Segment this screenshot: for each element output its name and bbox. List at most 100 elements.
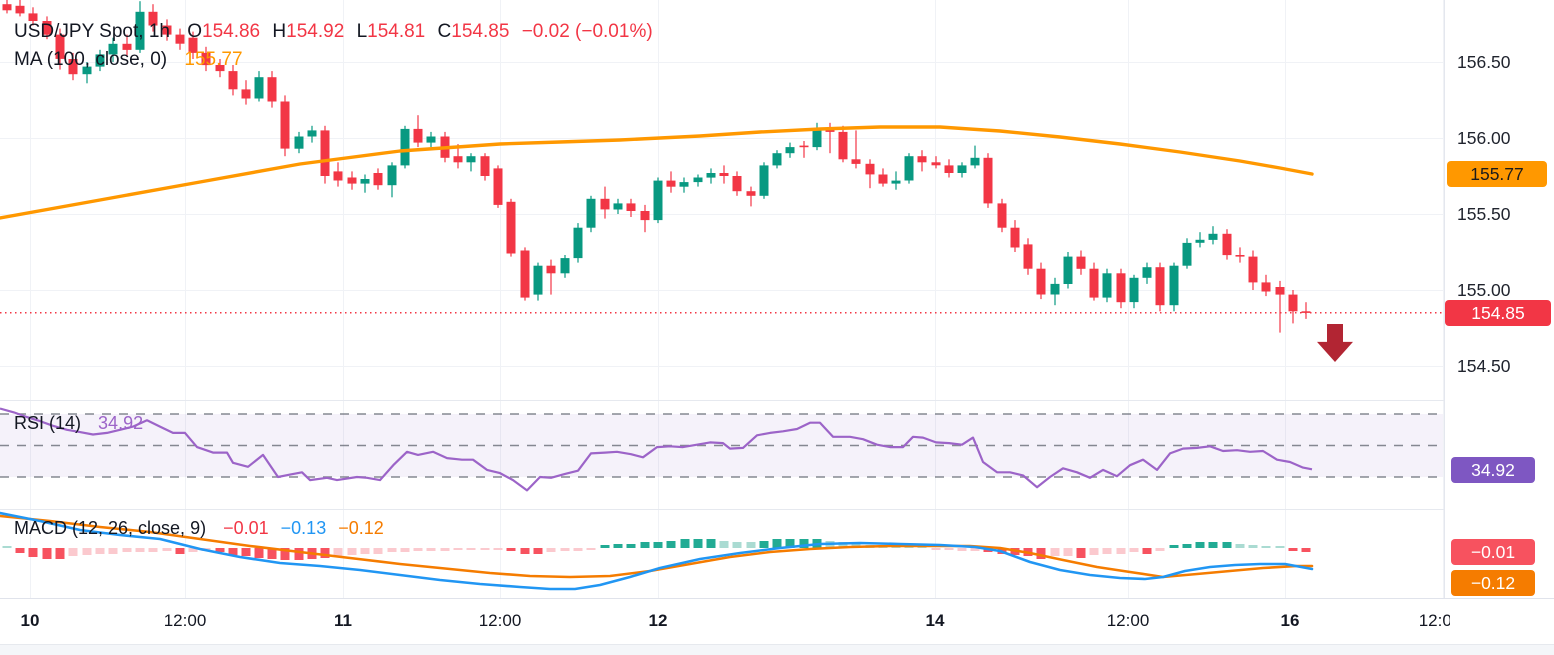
candle-body	[82, 66, 92, 75]
macd-hist-bar	[1195, 542, 1205, 548]
macd-hist-bar	[162, 548, 172, 551]
candle-body	[666, 180, 676, 187]
candle-body	[267, 77, 277, 102]
macd-signal-line	[0, 514, 1314, 579]
candle-body	[122, 43, 132, 50]
macd-hist-bar	[82, 548, 92, 555]
macd-hist-bar	[759, 541, 769, 548]
price-axis[interactable]: 156.50 156.00 155.50 155.00 154.50 155.77 154.…	[1444, 0, 1554, 598]
candle-body	[586, 198, 596, 228]
rsi-value-badge: 34.92	[1451, 457, 1535, 483]
time-axis-label: 14	[925, 611, 945, 630]
macd-hist-bar	[1288, 548, 1298, 551]
pane-separator-main-rsi[interactable]	[0, 400, 1554, 401]
macd-hist-bar	[680, 539, 690, 548]
symbol-title[interactable]: USD/JPY Spot, 1h	[14, 21, 170, 42]
candle-body	[640, 211, 650, 221]
macd-hist-bar	[55, 548, 65, 559]
candle-body	[1036, 268, 1046, 295]
macd-label[interactable]: MACD (12, 26, close, 9)	[14, 518, 207, 538]
candle-body	[148, 11, 158, 26]
macd-hist-bar	[188, 548, 198, 552]
macd-hist-bar	[440, 548, 450, 551]
candle-body	[1222, 233, 1232, 256]
macd-hist-bar	[148, 548, 158, 552]
candle-body	[693, 177, 703, 183]
macd-hist-bar	[413, 548, 423, 551]
candle-body	[215, 65, 225, 72]
macd-hist-bar	[613, 544, 623, 548]
macd-hist-bar	[1142, 548, 1152, 554]
candle-body	[825, 128, 835, 132]
macd-hist-bar	[506, 548, 516, 551]
macd-hist-bar	[785, 539, 795, 548]
candle-body	[506, 201, 516, 254]
candle-body	[600, 198, 610, 210]
macd-signal-badge: −0.12	[1451, 570, 1535, 596]
candle-body	[1169, 265, 1179, 306]
candle-body	[1275, 287, 1285, 295]
macd-hist-bar	[573, 548, 583, 551]
candle-body	[944, 165, 954, 173]
macd-hist-bar	[95, 548, 105, 554]
candle-body	[573, 227, 583, 259]
time-axis[interactable]: 10 12:00 11 12:00 12 14 12:00 16 12:00	[0, 598, 1554, 646]
macd-hist-bar	[1235, 544, 1245, 548]
candle-body	[2, 4, 12, 11]
pane-separator-rsi-macd[interactable]	[0, 509, 1554, 510]
macd-hist-bar	[1208, 542, 1218, 548]
macd-hist-bar	[1129, 548, 1139, 552]
candle-body	[785, 147, 795, 154]
candle-body	[706, 173, 716, 178]
macd-hist-bar	[480, 548, 490, 550]
candle-body	[347, 177, 357, 184]
candle-body	[294, 136, 304, 149]
macd-hist-bar	[1261, 546, 1271, 548]
macd-hist-bar	[1301, 548, 1311, 552]
price-axis-label: 155.50	[1457, 204, 1511, 224]
macd-hist-bar	[970, 548, 980, 551]
candle-body	[533, 265, 543, 295]
macd-hist-bar	[453, 548, 463, 550]
macd-hist-bar	[1063, 548, 1073, 556]
macd-hist-bar	[1050, 548, 1060, 556]
macd-hist-bar	[799, 539, 809, 548]
macd-hist-bar	[320, 548, 330, 558]
rsi-label[interactable]: RSI (14)	[14, 413, 82, 433]
macd-hist-bar	[640, 542, 650, 548]
macd-hist-bar	[1155, 548, 1165, 551]
time-axis-label: 16	[1280, 611, 1300, 630]
candle-body	[653, 180, 663, 221]
candle-body	[878, 174, 888, 184]
candle-body	[1050, 283, 1060, 295]
time-axis-label: 12	[648, 611, 668, 630]
candle-body	[466, 156, 476, 163]
ma-label[interactable]: MA (100, close, 0)	[14, 49, 168, 70]
candle-body	[520, 250, 530, 298]
candle-body	[228, 71, 238, 90]
macd-hist-bar	[732, 542, 742, 548]
candle-body	[108, 43, 118, 55]
macd-hist-bar	[254, 548, 264, 558]
candle-body	[1023, 244, 1033, 269]
macd-hist-bar	[175, 548, 185, 554]
candle-body	[891, 180, 901, 184]
macd-hist-bar	[400, 548, 410, 552]
macd-hist-bar	[520, 548, 530, 554]
macd-hist-bar	[347, 548, 357, 555]
candle-body	[162, 25, 172, 35]
macd-hist-bar	[746, 542, 756, 548]
time-axis-label: 12:00	[478, 611, 522, 630]
rsi-line	[0, 407, 1313, 492]
macd-hist-bar	[560, 548, 570, 551]
down-arrow-annotation[interactable]	[1317, 324, 1353, 362]
candle-body	[546, 265, 556, 274]
candle-body	[865, 163, 875, 175]
time-axis-label: 12:00	[163, 611, 207, 630]
time-axis-label: 12:00	[1418, 611, 1450, 630]
ma100-line	[0, 125, 1314, 220]
macd-hist-bar	[586, 548, 596, 550]
candle-body	[453, 156, 463, 163]
candle-body	[997, 203, 1007, 228]
